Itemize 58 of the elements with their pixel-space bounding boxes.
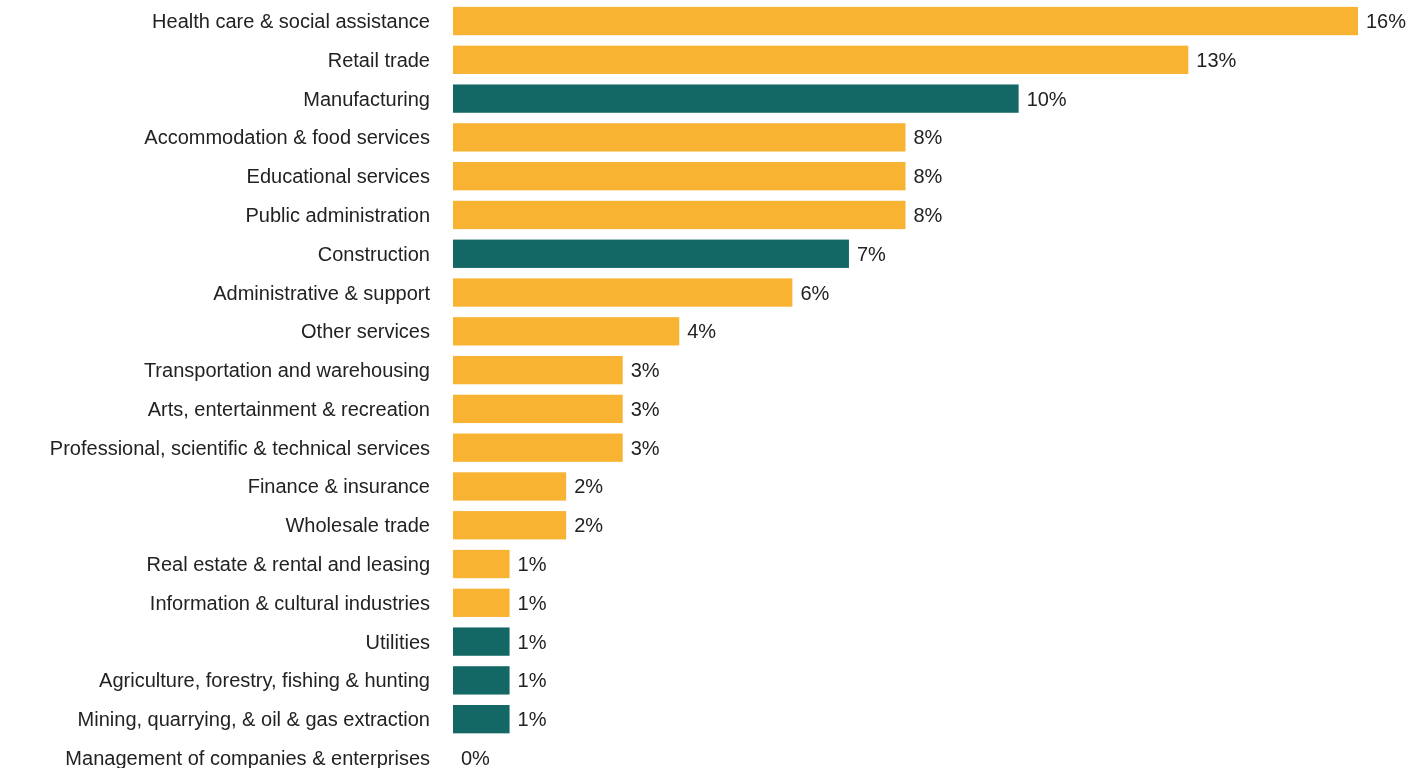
data-label: 3% — [630, 359, 660, 382]
data-label: 3% — [630, 397, 660, 420]
data-label: 13% — [1196, 48, 1237, 71]
bar — [453, 162, 906, 191]
data-label: 2% — [574, 514, 604, 537]
data-label: 1% — [517, 553, 547, 576]
y-tick-label: Agriculture, forestry, fishing & hunting — [99, 669, 430, 692]
bar — [453, 278, 793, 307]
bar — [453, 317, 680, 346]
bar — [453, 394, 623, 424]
bar — [453, 84, 1019, 113]
y-tick-label: Administrative & support — [213, 281, 431, 304]
bar — [453, 511, 567, 540]
y-tick-label: Finance & insurance — [247, 475, 430, 498]
data-label: 16% — [1366, 10, 1407, 33]
y-tick-label: Manufacturing — [303, 87, 430, 110]
y-tick-label: Construction — [317, 242, 430, 265]
data-label: 2% — [574, 475, 604, 498]
y-tick-label: Retail trade — [327, 48, 430, 71]
y-tick-label: Real estate & rental and leasing — [146, 553, 430, 576]
y-tick-label: Arts, entertainment & recreation — [147, 397, 430, 420]
bar — [453, 433, 623, 462]
y-tick-label: Health care & social assistance — [152, 10, 430, 33]
y-tick-label: Mining, quarrying, & oil & gas extraction — [77, 708, 430, 731]
data-label: 10% — [1026, 87, 1067, 110]
data-label: 8% — [913, 165, 943, 188]
data-label: 1% — [517, 669, 547, 692]
data-label: 6% — [800, 281, 830, 304]
bar — [453, 705, 510, 734]
bar — [453, 6, 1358, 36]
y-tick-label: Information & cultural industries — [149, 591, 430, 614]
bar — [453, 666, 510, 695]
y-tick-label: Transportation and warehousing — [143, 359, 430, 382]
bar — [453, 472, 567, 501]
bar — [453, 627, 510, 656]
y-tick-label: Educational services — [246, 165, 430, 188]
bar — [453, 200, 906, 230]
bar — [453, 123, 906, 152]
data-label: 8% — [913, 203, 943, 226]
bar — [453, 45, 1189, 74]
data-label: 8% — [913, 126, 943, 149]
y-tick-label: Accommodation & food services — [144, 126, 430, 149]
data-label: 1% — [517, 630, 547, 653]
data-label: 3% — [630, 436, 660, 459]
y-tick-label: Wholesale trade — [285, 514, 430, 537]
y-tick-label: Other services — [301, 320, 430, 343]
y-tick-label: Professional, scientific & technical services — [49, 436, 430, 459]
data-label: 4% — [687, 320, 717, 343]
bar — [453, 549, 510, 579]
data-label: 0% — [461, 746, 491, 768]
y-tick-label: Public administration — [245, 203, 430, 226]
bar — [453, 239, 849, 268]
data-label: 1% — [517, 708, 547, 731]
data-label: 7% — [856, 242, 887, 265]
bar — [453, 355, 623, 385]
data-label: 1% — [517, 591, 547, 614]
bar — [453, 588, 510, 617]
y-tick-label: Utilities — [365, 630, 430, 653]
